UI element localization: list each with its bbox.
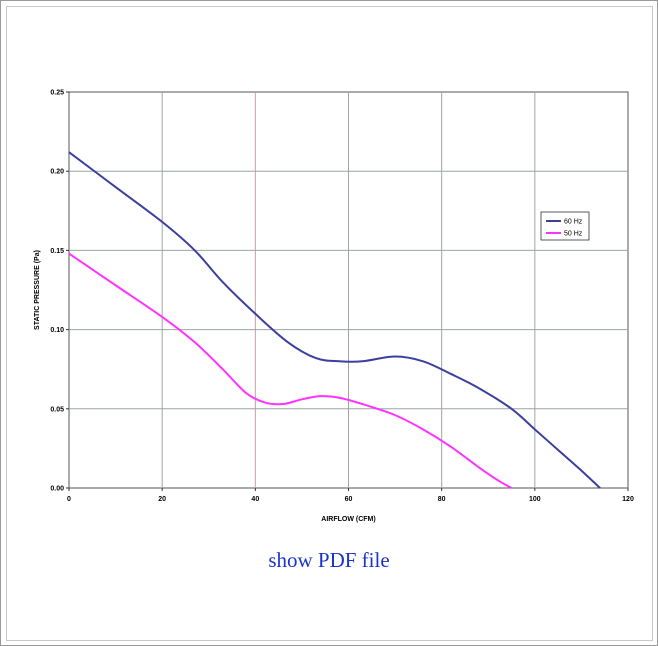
x-tick-label: 80: [438, 496, 446, 503]
y-tick-label: 0.20: [50, 169, 64, 176]
legend-label-0: 60 Hz: [564, 219, 583, 226]
y-tick-label: 0.25: [50, 90, 64, 97]
x-tick-label: 0: [67, 496, 71, 503]
x-tick-label: 100: [529, 496, 541, 503]
x-tick-label: 60: [345, 496, 353, 503]
y-tick-label: 0.15: [50, 248, 64, 255]
x-tick-label: 20: [158, 496, 166, 503]
x-axis-title: AIRFLOW (CFM): [321, 516, 375, 523]
legend-label-1: 50 Hz: [564, 231, 583, 238]
x-tick-label: 120: [622, 496, 634, 503]
x-tick-label: 40: [251, 496, 259, 503]
show-pdf-link[interactable]: show PDF file: [0, 548, 658, 573]
y-tick-label: 0.05: [50, 406, 64, 413]
y-tick-label: 0.00: [50, 486, 64, 493]
y-tick-label: 0.10: [50, 327, 64, 334]
y-axis-title: STATIC PRESSURE (Pa): [34, 250, 41, 330]
fan-curve-chart: 0 20 40 60 80 100 120 0.00 0.05 0.10 0.15 0.20 0.25 A…: [1, 1, 658, 541]
